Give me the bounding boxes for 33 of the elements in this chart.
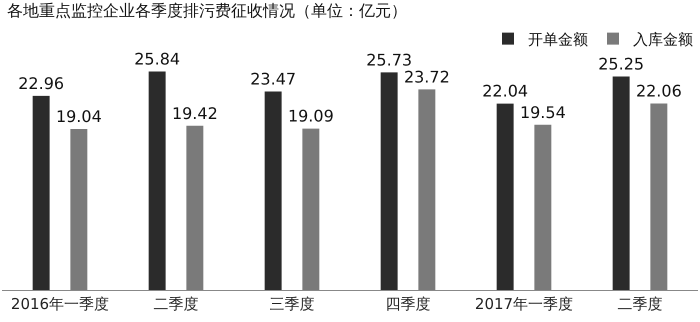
- x-tick-label: 2016年一季度: [10, 295, 110, 313]
- x-tick-label: 三季度: [270, 295, 314, 313]
- data-label: 23.47: [250, 70, 296, 89]
- data-label: 25.73: [366, 50, 412, 70]
- chart-title: 各地重点监控企业各季度排污费征收情况（单位：亿元）: [7, 1, 407, 20]
- x-tick-label: 二季度: [618, 295, 662, 313]
- data-label: 19.09: [288, 106, 334, 126]
- data-label: 22.96: [18, 74, 64, 93]
- data-label: 25.25: [598, 54, 644, 74]
- data-label: 19.04: [56, 107, 102, 126]
- bar: [534, 124, 552, 290]
- legend-label: 入库金额: [633, 30, 693, 48]
- bar: [70, 129, 88, 290]
- data-label: 22.04: [482, 82, 528, 101]
- bar: [612, 76, 630, 290]
- data-label: 23.72: [404, 67, 450, 86]
- bar: [418, 89, 436, 290]
- legend-label: 开单金额: [528, 30, 588, 48]
- bar: [148, 72, 166, 290]
- data-label: 22.06: [636, 81, 682, 100]
- bar: [650, 103, 668, 290]
- bar: [32, 96, 50, 290]
- bar: [380, 72, 398, 290]
- data-label: 19.54: [520, 102, 566, 122]
- x-tick-label: 2017年一季度: [474, 295, 574, 313]
- bar: [264, 92, 282, 290]
- bar: [186, 126, 204, 290]
- bar: [496, 104, 514, 290]
- data-label: 19.42: [172, 104, 218, 123]
- data-label: 25.84: [134, 50, 180, 68]
- x-tick-label: 二季度: [154, 295, 198, 313]
- x-tick-label: 四季度: [386, 295, 430, 313]
- bar: [302, 128, 320, 290]
